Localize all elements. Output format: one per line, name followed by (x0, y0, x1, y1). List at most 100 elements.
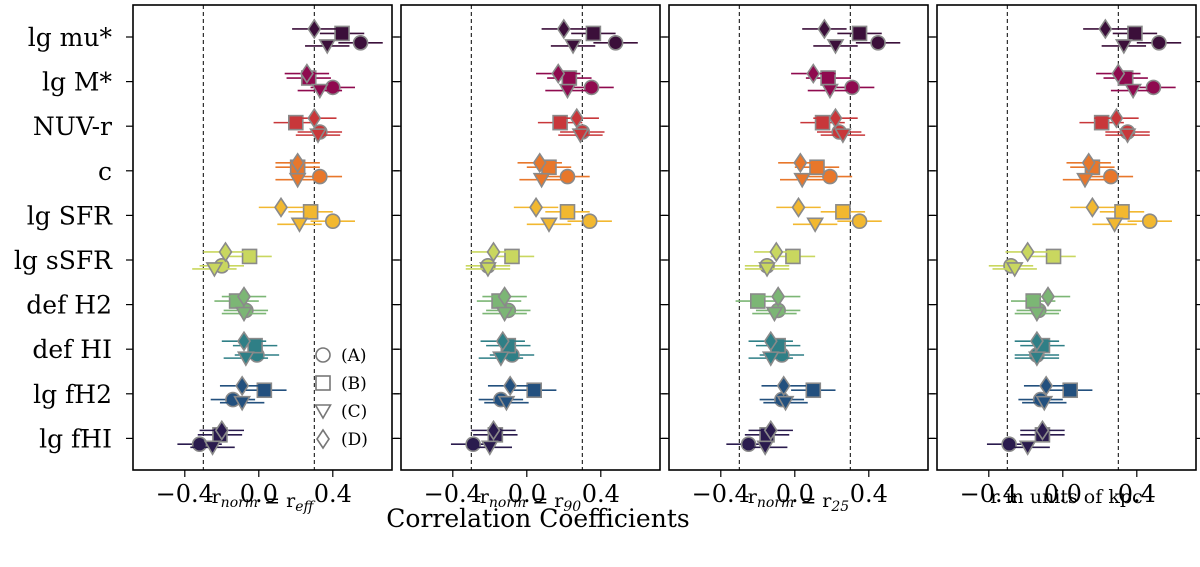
data-point-triangle-down (223, 351, 269, 367)
data-point-diamond (554, 107, 599, 129)
marker-triangle-down (1018, 440, 1037, 456)
data-point-triangle-down (467, 440, 512, 456)
data-point-circle (545, 168, 590, 185)
data-point-square (800, 114, 845, 131)
marker-circle (324, 79, 341, 96)
data-point-triangle-down (1110, 83, 1156, 100)
data-point-triangle-down (545, 83, 590, 100)
marker-diamond (290, 152, 305, 174)
data-point-diamond (292, 18, 337, 40)
panel-x-label: rnorm = r90 (480, 486, 582, 515)
category-label: lg SFR (27, 201, 113, 230)
data-point-triangle-down (1105, 128, 1150, 144)
marker-square (241, 248, 258, 265)
marker-circle (312, 168, 328, 185)
marker-triangle-down (309, 128, 327, 144)
data-point-diamond (1066, 152, 1111, 174)
data-point-diamond (1023, 375, 1069, 397)
data-point-diamond (791, 63, 836, 85)
marker-circle (607, 34, 624, 51)
data-point-triangle-down (1092, 217, 1137, 233)
marker-triangle-down (1124, 83, 1142, 100)
data-point-circle (1088, 168, 1134, 185)
marker-diamond (503, 375, 518, 397)
x-tick-label: 0.4 (582, 480, 620, 508)
marker-triangle-down (310, 83, 329, 100)
data-point-triangle-down (482, 306, 527, 323)
data-point-triangle-down (992, 262, 1037, 278)
marker-diamond (776, 375, 791, 397)
marker-triangle-down (1076, 172, 1094, 189)
marker-square (302, 204, 319, 220)
data-point-square (735, 293, 780, 309)
legend-marker-circle (315, 347, 331, 363)
marker-circle (1145, 79, 1162, 96)
category-label: lg fHI (39, 424, 112, 453)
data-point-circle (855, 34, 901, 51)
legend-label: (A) (341, 346, 367, 366)
data-point-diamond (1020, 419, 1065, 441)
data-point-square (319, 25, 365, 42)
marker-triangle-down (495, 306, 514, 323)
marker-diamond (1109, 107, 1124, 129)
data-point-triangle-down (780, 172, 825, 189)
data-point-triangle-down (192, 262, 237, 278)
category-label: c (98, 157, 112, 186)
marker-triangle-down (793, 172, 812, 189)
legend-marker-diamond (316, 428, 330, 450)
marker-triangle-down (1105, 217, 1124, 233)
marker-square (805, 382, 822, 399)
data-point-triangle-down (478, 351, 524, 367)
marker-triangle-down (480, 440, 499, 456)
marker-square (585, 25, 602, 42)
data-point-diamond (748, 330, 793, 352)
marker-square (809, 159, 825, 176)
data-point-diamond (536, 63, 581, 85)
data-point-triangle-down (807, 83, 853, 100)
legend-label: (B) (341, 374, 367, 394)
marker-diamond (1111, 63, 1126, 85)
category-label: NUV-r (33, 112, 112, 141)
data-point-triangle-down (752, 306, 797, 323)
data-point-diamond (275, 152, 320, 174)
marker-diamond (237, 330, 251, 352)
marker-diamond (237, 286, 251, 308)
marker-diamond (1039, 375, 1054, 397)
data-point-circle (310, 213, 355, 229)
marker-triangle-down (558, 83, 577, 100)
marker-square (785, 248, 801, 265)
x-tick-label: 0.0 (776, 480, 814, 508)
data-point-diamond (284, 63, 330, 85)
data-point-diamond (776, 196, 821, 218)
panel-x-label: r in units of kpc (990, 486, 1142, 508)
data-point-square (1031, 248, 1076, 265)
data-point-square (489, 248, 535, 265)
data-point-triangle-down (1101, 39, 1147, 55)
marker-square (749, 293, 766, 309)
marker-circle (822, 168, 838, 185)
data-point-circle (567, 213, 612, 229)
legend-label: (D) (341, 430, 368, 450)
marker-triangle-down (479, 262, 497, 278)
data-point-triangle-down (526, 217, 572, 233)
marker-circle (465, 436, 481, 452)
marker-triangle-down (1028, 306, 1046, 323)
marker-triangle-down (203, 440, 222, 456)
data-point-diamond (513, 196, 559, 218)
data-point-square (837, 25, 882, 42)
data-point-triangle-down (763, 395, 808, 412)
data-point-triangle-down (550, 39, 596, 55)
data-point-square (1112, 25, 1158, 42)
marker-triangle-down (821, 83, 839, 100)
data-point-circle (837, 213, 882, 229)
data-point-square (545, 204, 590, 220)
data-point-triangle-down (277, 217, 322, 233)
data-point-circle (338, 34, 383, 51)
marker-triangle-down (564, 39, 582, 55)
marker-circle (844, 79, 860, 96)
marker-diamond (1041, 286, 1055, 308)
data-point-triangle-down (275, 172, 320, 189)
data-point-diamond (778, 152, 823, 174)
